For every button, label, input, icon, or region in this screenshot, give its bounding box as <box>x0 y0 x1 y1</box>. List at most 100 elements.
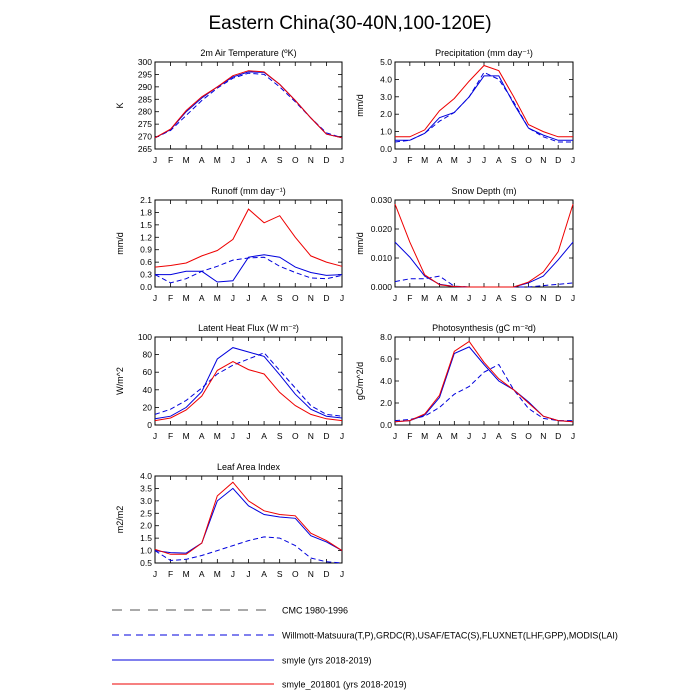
obs-series <box>154 352 343 417</box>
x-tick-label: J <box>340 431 344 441</box>
x-tick-label: N <box>540 293 546 303</box>
smyle-201801-series <box>154 208 343 268</box>
smyle-series <box>154 487 343 554</box>
x-tick-label: S <box>277 431 283 441</box>
x-tick-label: F <box>168 431 173 441</box>
y-axis-label: m2/m2 <box>115 506 125 534</box>
y-tick-label: 1.5 <box>140 220 152 230</box>
y-tick-label: 0 <box>147 420 152 430</box>
obs-series <box>154 256 343 284</box>
x-tick-label: M <box>214 569 221 579</box>
y-tick-label: 0.9 <box>140 245 152 255</box>
y-tick-label: 4.0 <box>380 74 392 84</box>
x-tick-label: A <box>261 431 267 441</box>
y-tick-label: 2.0 <box>140 521 152 531</box>
x-tick-label: M <box>421 431 428 441</box>
x-tick-label: J <box>482 293 486 303</box>
x-tick-label: O <box>292 431 299 441</box>
x-tick-label: A <box>261 155 267 165</box>
smyle-series <box>395 75 573 141</box>
plot-frame <box>154 199 343 288</box>
x-tick-label: J <box>467 293 471 303</box>
obs-series <box>394 363 573 422</box>
x-tick-label: J <box>393 155 397 165</box>
x-tick-label: O <box>292 569 299 579</box>
x-tick-label: F <box>168 569 173 579</box>
x-tick-label: J <box>393 293 397 303</box>
legend-label: smyle (yrs 2018-2019) <box>282 656 372 666</box>
x-tick-label: J <box>246 569 250 579</box>
chart-panel-3: Runoff (mm day⁻¹) 0.0 0.3 0.6 0.9 1.2 1.5 1.8 2.… <box>115 186 344 303</box>
x-tick-label: D <box>323 569 329 579</box>
plot-frame <box>394 336 574 426</box>
y-tick-label: 4.0 <box>380 376 392 386</box>
y-tick-label: 3.5 <box>140 483 152 493</box>
y-axis-label: mm/d <box>115 232 125 255</box>
legend-label: CMC 1980-1996 <box>282 606 348 616</box>
x-tick-label: F <box>407 431 412 441</box>
smyle-201801-series <box>395 64 573 138</box>
y-tick-label: 1.0 <box>140 546 152 556</box>
y-axis-label: mm/d <box>355 94 365 117</box>
x-tick-label: A <box>496 431 502 441</box>
panel-title: Leaf Area Index <box>217 462 281 472</box>
y-tick-label: 1.0 <box>380 127 392 137</box>
smyle-201801-series <box>154 481 343 555</box>
x-tick-label: N <box>540 155 546 165</box>
y-tick-label: 3.0 <box>380 92 392 102</box>
x-tick-label: J <box>153 569 157 579</box>
x-tick-label: F <box>168 155 173 165</box>
y-tick-label: 60 <box>143 367 153 377</box>
x-tick-label: D <box>555 293 561 303</box>
y-tick-label: 0.020 <box>371 224 393 234</box>
x-tick-label: M <box>451 293 458 303</box>
legend-label: smyle_201801 (yrs 2018-2019) <box>282 680 407 690</box>
x-tick-label: A <box>496 155 502 165</box>
x-tick-label: J <box>340 569 344 579</box>
y-tick-label: 0.6 <box>140 257 152 267</box>
x-tick-label: D <box>555 155 561 165</box>
plot-frame <box>394 199 574 288</box>
panel-title: Precipitation (mm day⁻¹) <box>435 48 533 58</box>
smyle-201801-series <box>154 361 343 422</box>
x-tick-label: J <box>467 155 471 165</box>
panel-title: Snow Depth (m) <box>451 186 516 196</box>
x-tick-label: F <box>407 155 412 165</box>
x-tick-label: M <box>421 293 428 303</box>
y-tick-label: 280 <box>138 107 152 117</box>
smyle-series <box>154 347 343 420</box>
y-tick-label: 2.0 <box>380 109 392 119</box>
y-tick-label: 40 <box>143 385 153 395</box>
x-tick-label: A <box>199 431 205 441</box>
x-tick-label: J <box>340 293 344 303</box>
panels-container: 2m Air Temperature (ºK) 265 270 275 280 285 29… <box>115 48 575 579</box>
x-tick-label: O <box>292 155 299 165</box>
legend-label: Willmott-Matsuura(T,P),GRDC(R),USAF/ETAC… <box>282 631 618 641</box>
x-tick-label: N <box>308 569 314 579</box>
x-tick-label: J <box>482 431 486 441</box>
obs-series <box>394 71 573 143</box>
y-tick-label: 6.0 <box>380 354 392 364</box>
x-tick-label: D <box>555 431 561 441</box>
x-tick-label: J <box>571 431 575 441</box>
smyle-series <box>154 71 343 139</box>
y-axis-label: W/m^2 <box>115 367 125 395</box>
x-tick-label: A <box>199 569 205 579</box>
chart-panel-2: Precipitation (mm day⁻¹) 0.0 1.0 2.0 3.0 4.0 5… <box>355 48 575 165</box>
x-tick-label: A <box>199 293 205 303</box>
x-tick-label: A <box>261 293 267 303</box>
y-tick-label: 5.0 <box>380 57 392 67</box>
x-tick-label: M <box>421 155 428 165</box>
y-tick-label: 265 <box>138 144 152 154</box>
x-tick-label: J <box>246 293 250 303</box>
x-tick-label: O <box>525 155 532 165</box>
x-tick-label: M <box>183 155 190 165</box>
y-tick-label: 4.0 <box>140 471 152 481</box>
y-tick-label: 0.3 <box>140 270 152 280</box>
x-tick-label: A <box>437 431 443 441</box>
x-tick-label: M <box>451 155 458 165</box>
smyle-201801-series <box>154 70 343 139</box>
x-tick-label: D <box>323 431 329 441</box>
